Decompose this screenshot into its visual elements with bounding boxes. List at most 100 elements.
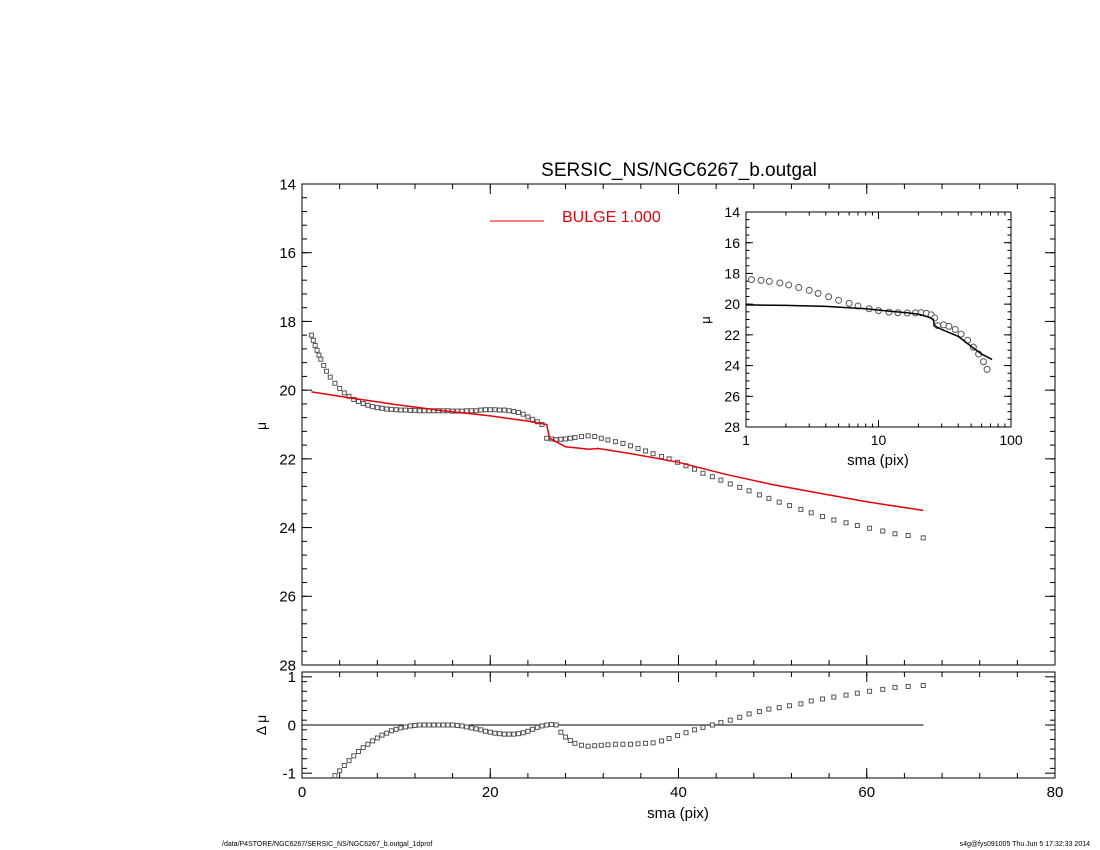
- data-point: [814, 289, 822, 297]
- data-point: [478, 407, 484, 413]
- chart-title: SERSIC_NS/NGC6267_b.outgal: [541, 160, 817, 181]
- data-point: [337, 385, 343, 391]
- data-point: [431, 408, 437, 414]
- residual-y-axis-label: Δ μ: [253, 715, 269, 736]
- data-point: [627, 443, 633, 449]
- x-tick-label: 60: [858, 784, 875, 801]
- y-tick-label: 28: [279, 657, 296, 674]
- data-point: [403, 407, 409, 413]
- data-point: [506, 408, 512, 414]
- y-tick-label: 28: [724, 419, 740, 435]
- y-tick-label: 16: [724, 235, 740, 251]
- data-point: [843, 692, 849, 698]
- y-tick-label: 16: [279, 245, 296, 262]
- data-point: [798, 506, 804, 512]
- data-point: [487, 729, 493, 735]
- data-point: [558, 436, 564, 442]
- x-tick-label: 20: [482, 784, 499, 801]
- series-line-bulge: [311, 391, 924, 512]
- data-point: [867, 688, 873, 694]
- data-point: [525, 728, 531, 734]
- inset-y-axis-label: μ: [698, 316, 713, 324]
- data-point: [805, 286, 813, 294]
- main-series-group: [308, 332, 926, 541]
- data-point: [511, 408, 517, 414]
- data-point: [945, 322, 953, 330]
- inset-series-group: [745, 276, 993, 373]
- data-point: [920, 535, 926, 541]
- inset-x-axis-label: sma (pix): [847, 452, 909, 469]
- data-point: [585, 743, 591, 749]
- data-point: [747, 276, 755, 284]
- data-point: [567, 737, 573, 743]
- data-point: [659, 738, 665, 744]
- data-point: [501, 407, 507, 413]
- data-point: [407, 407, 413, 413]
- data-point: [880, 528, 886, 534]
- data-point: [346, 758, 352, 764]
- data-point: [459, 723, 465, 729]
- data-point: [612, 741, 618, 747]
- data-point: [643, 740, 649, 746]
- data-point: [979, 358, 987, 366]
- legend-label-bulge: BULGE 1.000: [562, 209, 661, 226]
- data-point: [635, 446, 641, 452]
- data-point: [435, 722, 441, 728]
- data-point: [598, 742, 604, 748]
- data-point: [718, 720, 724, 726]
- data-point: [553, 722, 559, 728]
- data-point: [530, 416, 536, 422]
- data-point: [746, 711, 752, 717]
- inset-x-axis: 1 10 100: [742, 212, 1023, 448]
- data-point: [478, 727, 484, 733]
- data-point: [468, 408, 474, 414]
- data-point: [464, 724, 470, 730]
- data-point: [957, 330, 965, 338]
- data-point: [983, 365, 991, 373]
- x-tick-label: 40: [670, 784, 687, 801]
- data-point: [650, 740, 656, 746]
- data-point: [501, 731, 507, 737]
- data-point: [323, 368, 329, 374]
- data-point: [520, 411, 526, 417]
- data-point: [384, 730, 390, 736]
- inset-plot-frame: [745, 211, 1012, 428]
- data-point: [511, 731, 517, 737]
- data-point: [332, 773, 338, 779]
- data-point: [365, 402, 371, 408]
- data-point: [885, 308, 893, 316]
- data-point: [417, 722, 423, 728]
- data-point: [492, 730, 498, 736]
- data-point: [867, 525, 873, 531]
- data-point: [579, 434, 585, 440]
- data-point: [374, 735, 380, 741]
- y-tick-label: 14: [279, 176, 296, 193]
- data-point: [592, 434, 598, 440]
- data-point: [379, 732, 385, 738]
- data-point: [835, 296, 843, 304]
- data-point: [831, 694, 837, 700]
- data-point: [417, 408, 423, 414]
- data-point: [365, 741, 371, 747]
- data-point: [620, 440, 626, 446]
- data-point: [393, 726, 399, 732]
- data-point: [351, 753, 357, 759]
- data-point: [431, 722, 437, 728]
- data-point: [854, 690, 860, 696]
- data-point: [403, 724, 409, 730]
- data-point: [393, 407, 399, 413]
- data-point: [756, 709, 762, 715]
- data-point: [454, 408, 460, 414]
- data-point: [845, 299, 853, 307]
- data-point: [572, 740, 578, 746]
- data-point: [316, 352, 322, 358]
- data-point: [530, 726, 536, 732]
- data-point: [464, 408, 470, 414]
- data-point: [341, 390, 347, 396]
- data-point: [831, 517, 837, 523]
- y-tick-label: 20: [279, 383, 296, 400]
- data-point: [525, 414, 531, 420]
- data-point: [746, 488, 752, 494]
- data-point: [332, 380, 338, 386]
